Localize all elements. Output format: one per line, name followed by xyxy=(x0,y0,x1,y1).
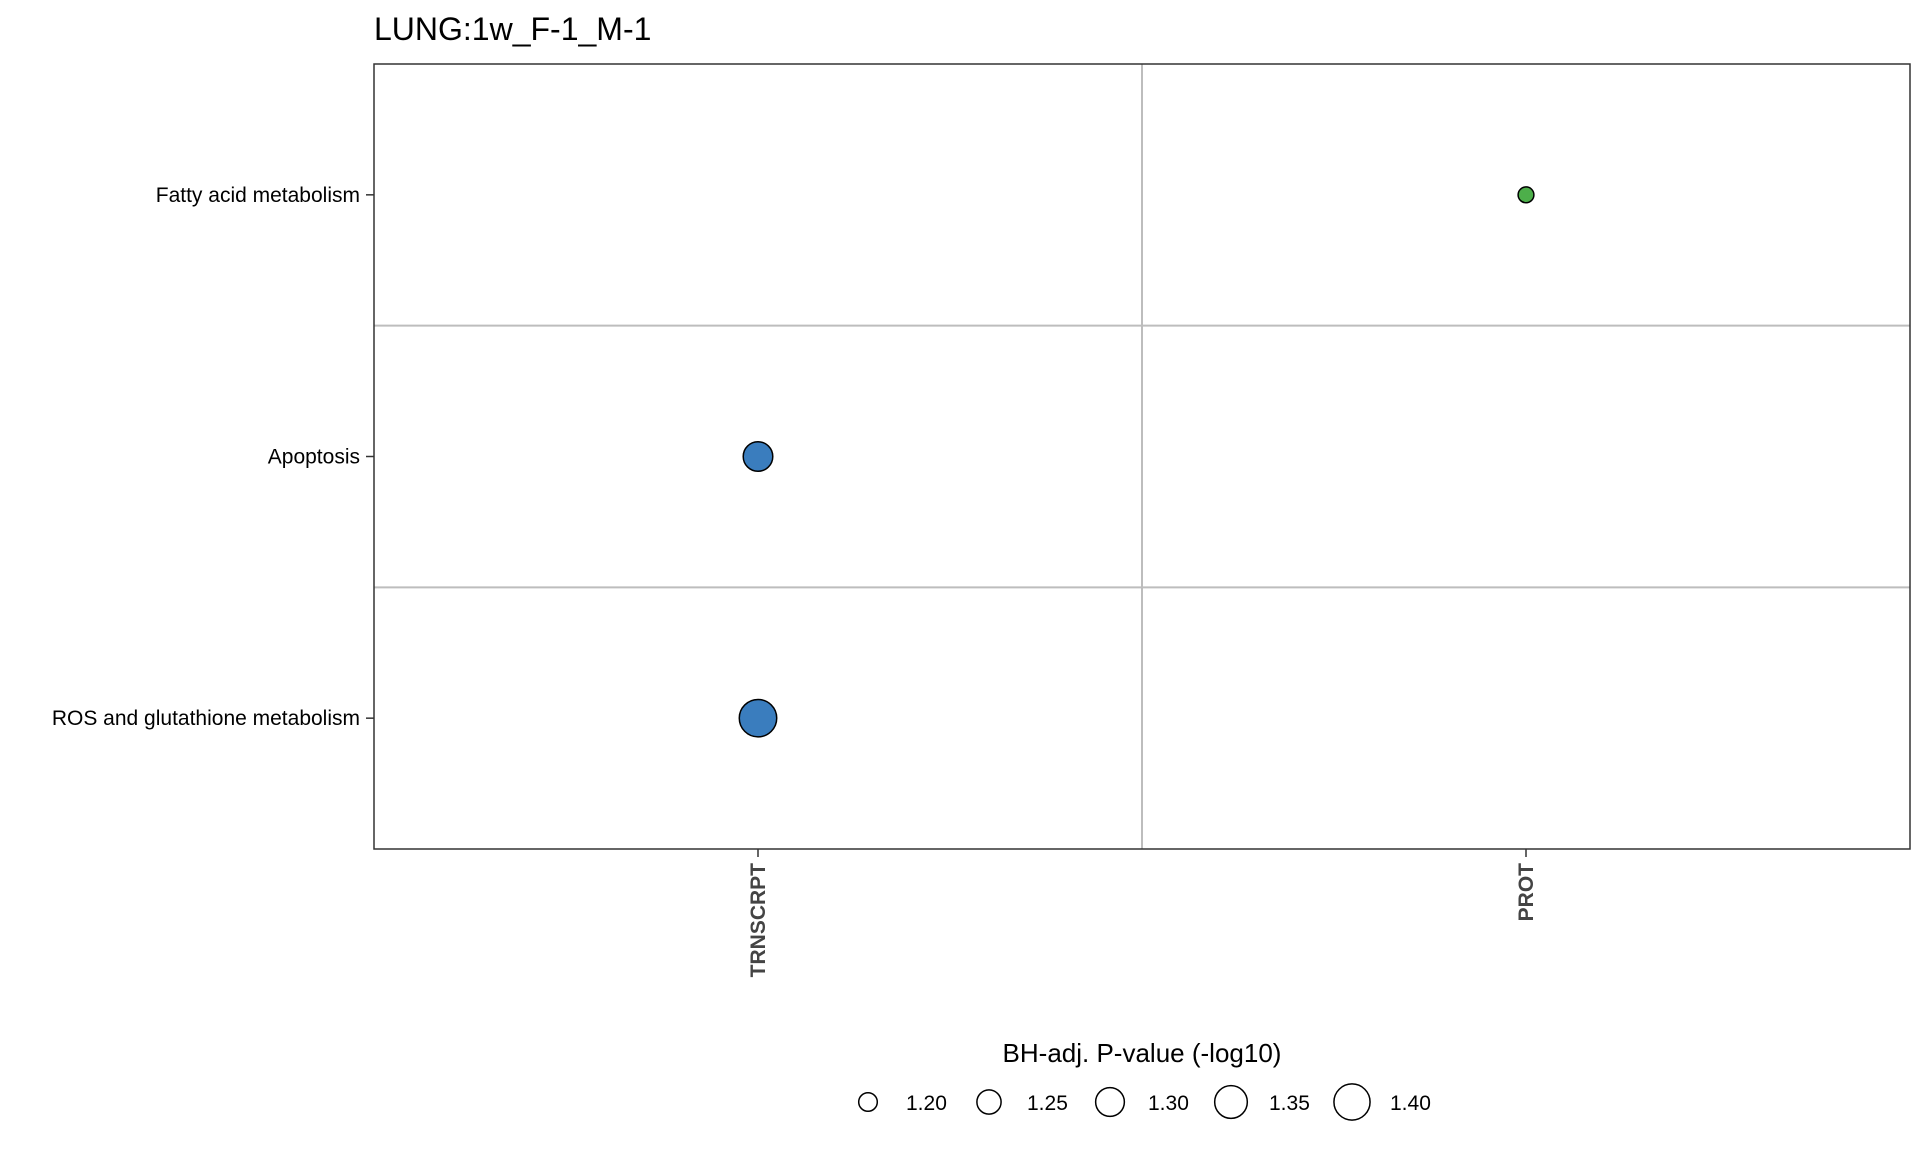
y-tick-label-apoptosis: Apoptosis xyxy=(268,446,360,469)
x-tick-label-prot: PROT xyxy=(1515,863,1538,922)
legend-label-1: 1.25 xyxy=(1027,1092,1068,1115)
legend-label-3: 1.35 xyxy=(1269,1092,1310,1115)
legend-label-2: 1.30 xyxy=(1148,1092,1189,1115)
y-tick-label-ros-and-glutathione-metabolism: ROS and glutathione metabolism xyxy=(52,707,360,730)
points-layer xyxy=(738,186,1535,738)
point-prot-fatty-acid-metabolism xyxy=(1517,186,1535,204)
chart-title: LUNG:1w_F-1_M-1 xyxy=(374,11,651,47)
grid-lines xyxy=(374,64,1910,849)
legend-key-3 xyxy=(1213,1084,1249,1120)
point-trnscrpt-ros-and-glutathione-metabolism xyxy=(738,698,778,738)
size-legend: 1.20 1.25 1.30 1.35 1.40 xyxy=(857,1083,1431,1121)
legend-key-1 xyxy=(976,1089,1002,1115)
legend-key-2 xyxy=(1094,1086,1126,1118)
legend-key-0 xyxy=(857,1091,879,1113)
point-trnscrpt-apoptosis xyxy=(742,440,774,473)
y-tick-label-fatty-acid-metabolism: Fatty acid metabolism xyxy=(156,184,360,207)
x-axis: TRNSCRPT PROT xyxy=(747,849,1538,977)
x-tick-label-trnscrpt: TRNSCRPT xyxy=(747,863,770,978)
legend-key-4 xyxy=(1333,1083,1371,1121)
y-axis: Fatty acid metabolism Apoptosis ROS and gl… xyxy=(52,184,374,730)
legend-label-4: 1.40 xyxy=(1390,1092,1431,1115)
legend-label-0: 1.20 xyxy=(906,1092,947,1115)
legend-title: BH-adj. P-value (-log10) xyxy=(1003,1038,1282,1068)
